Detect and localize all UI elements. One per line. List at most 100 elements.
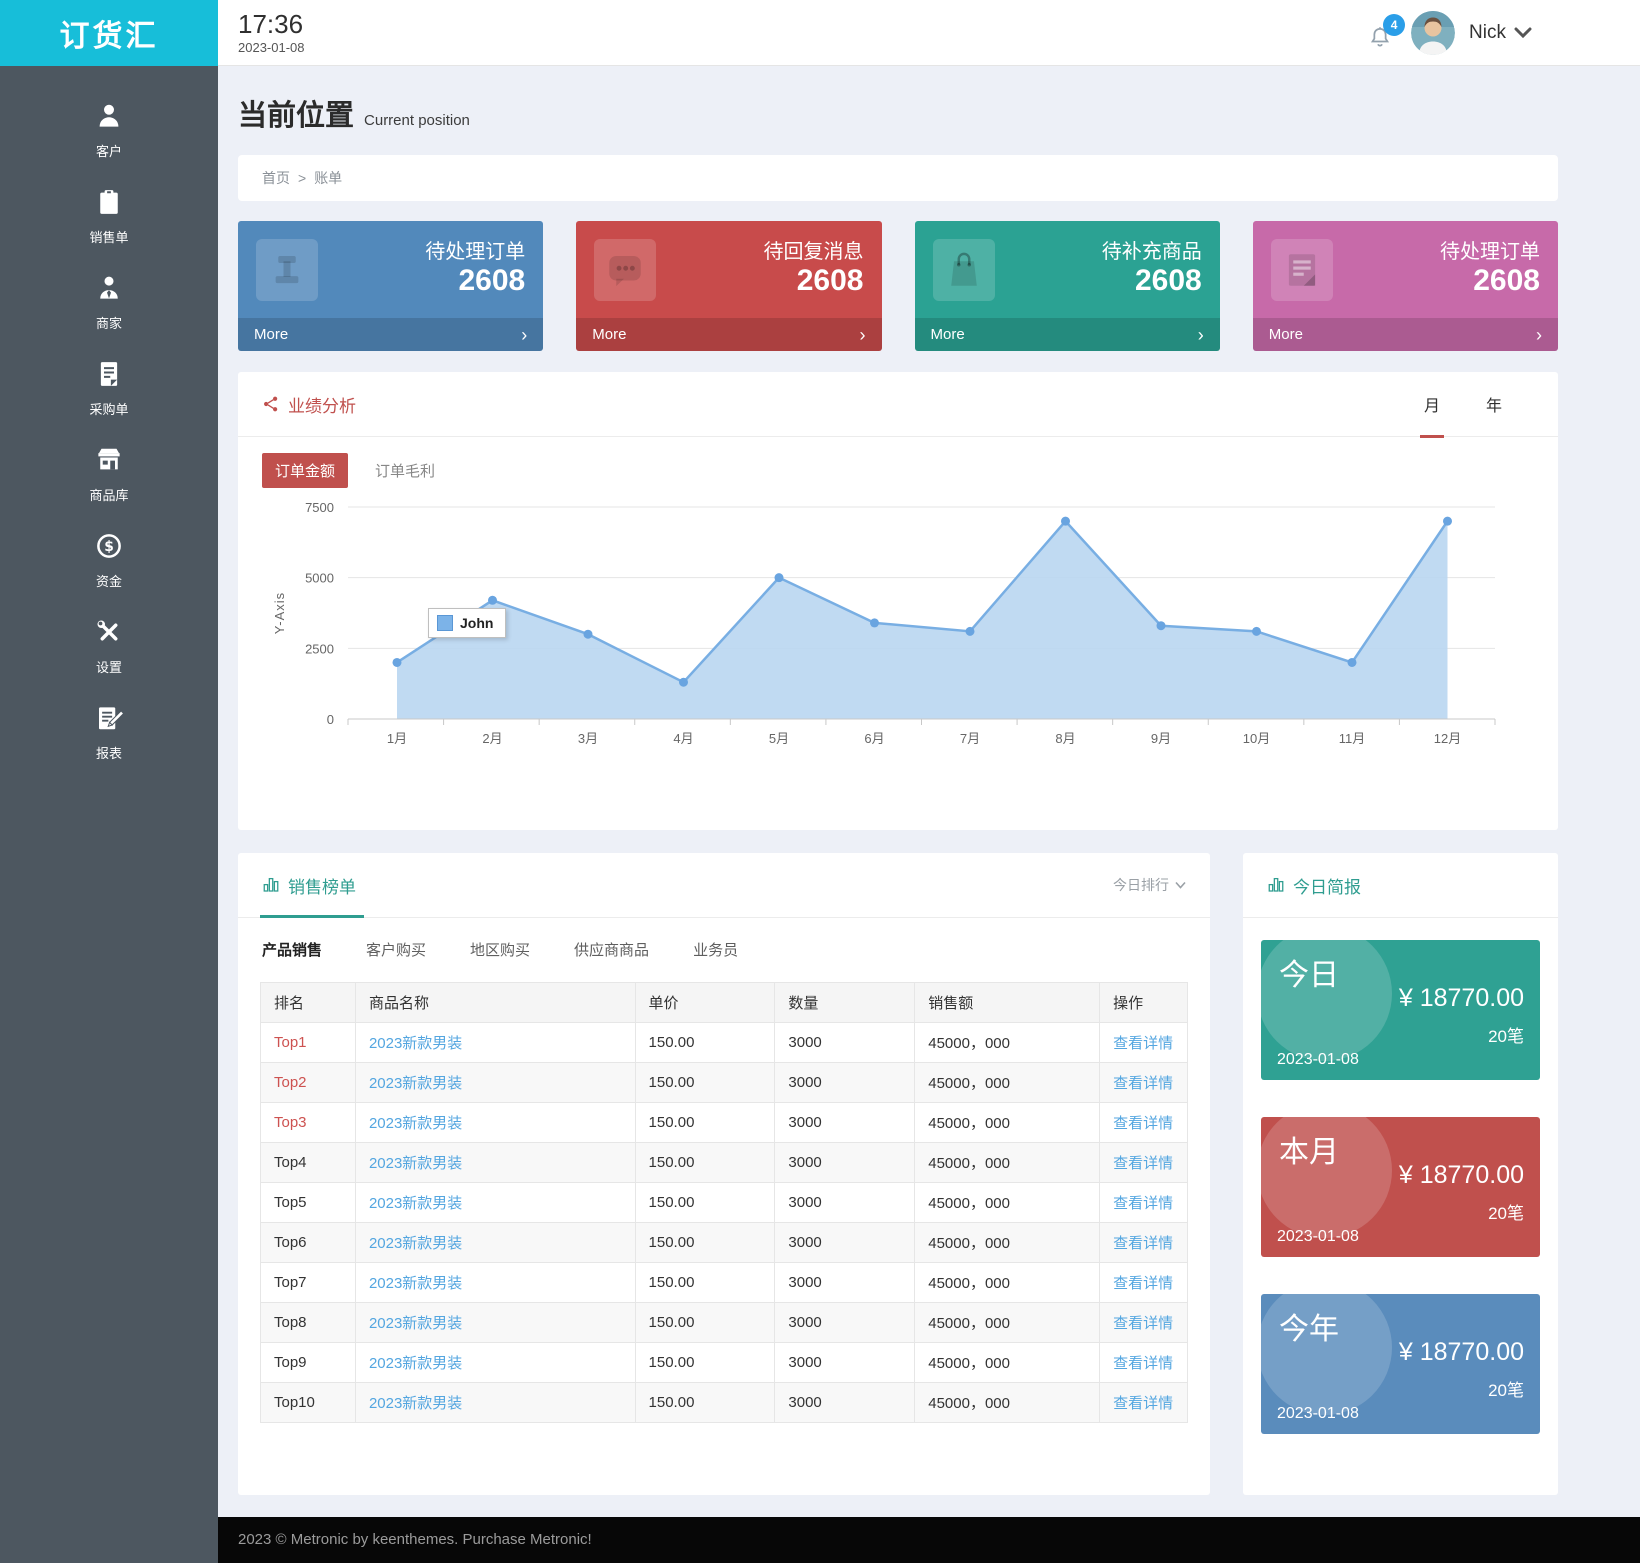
view-detail-link[interactable]: 查看详情 [1113, 1115, 1174, 1132]
svg-text:6月: 6月 [864, 731, 884, 746]
sidebar-item-merchants[interactable]: 商家 [0, 260, 218, 346]
sidebar-item-label: 报表 [95, 746, 122, 761]
bar-chart-icon [263, 877, 279, 892]
sidebar-item-sales-orders[interactable]: 销售单 [0, 174, 218, 260]
sidebar-item-settings[interactable]: 设置 [0, 604, 218, 690]
tab-customer-purchase[interactable]: 客户购买 [366, 942, 427, 959]
product-cell: 2023新款男装 [354, 1142, 636, 1183]
sidebar-item-label: 设置 [95, 660, 122, 675]
user-menu[interactable]: Nick [1469, 22, 1532, 44]
more-label: More [592, 326, 627, 343]
sales-amount-cell: 45000，000 [914, 1102, 1101, 1143]
rank-cell: Top2 [260, 1062, 356, 1103]
sidebar-item-label: 销售单 [89, 230, 129, 245]
tab-product-sales[interactable]: 产品销售 [262, 942, 323, 959]
chevron-down-icon [1514, 27, 1532, 39]
stat-card-more-link[interactable]: More › [914, 318, 1220, 351]
view-detail-link[interactable]: 查看详情 [1113, 1155, 1174, 1172]
sales-amount-cell: 45000，000 [914, 1262, 1101, 1303]
notification-badge: 4 [1383, 14, 1406, 36]
svg-text:5000: 5000 [305, 571, 334, 586]
breadcrumb-home[interactable]: 首页 [262, 170, 290, 186]
svg-text:7月: 7月 [960, 731, 980, 746]
stat-card-more-link[interactable]: More › [1252, 318, 1558, 351]
brief-date: 2023-01-08 [1277, 1051, 1359, 1068]
product-link[interactable]: 2023新款男装 [368, 1195, 463, 1212]
product-link[interactable]: 2023新款男装 [368, 1035, 463, 1052]
product-link[interactable]: 2023新款男装 [368, 1275, 463, 1292]
stat-card-more-link[interactable]: More › [576, 318, 882, 351]
stat-card-more-link[interactable]: More › [238, 318, 544, 351]
tab-salesperson[interactable]: 业务员 [693, 942, 739, 959]
svg-text:1月: 1月 [387, 731, 407, 746]
view-detail-link[interactable]: 查看详情 [1113, 1395, 1174, 1412]
tab-region-purchase[interactable]: 地区购买 [470, 942, 531, 959]
tab-month[interactable]: 月 [1419, 371, 1444, 438]
ranking-filter-dropdown[interactable]: 今日排行 [1113, 875, 1186, 895]
chart-canvas: 0 2500 5000 7500 Y-Axis 1月 2月 3月 4月 5月 6月 7月 8月 9月 10月… [272, 500, 1496, 746]
stat-card-pending-messages: 待回复消息 2608 More › [576, 221, 882, 351]
product-link[interactable]: 2023新款男装 [368, 1355, 463, 1372]
quantity-cell: 3000 [774, 1302, 916, 1343]
action-cell: 查看详情 [1099, 1302, 1188, 1343]
view-detail-link[interactable]: 查看详情 [1113, 1075, 1174, 1092]
table-row: Top9 2023新款男装 150.00 3000 45000，000 查看详情 [260, 1342, 1188, 1383]
product-link[interactable]: 2023新款男装 [368, 1235, 463, 1252]
product-link[interactable]: 2023新款男装 [368, 1315, 463, 1332]
view-detail-link[interactable]: 查看详情 [1113, 1235, 1174, 1252]
svg-text:3月: 3月 [578, 731, 598, 746]
sidebar-nav: 客户 销售单 商家 采购单 商品库 $ 资金 设置 报表 [0, 66, 218, 776]
product-cell: 2023新款男装 [354, 1262, 636, 1303]
notifications-button[interactable]: 4 [1367, 14, 1406, 50]
product-link[interactable]: 2023新款男装 [368, 1395, 463, 1412]
table-row: Top8 2023新款男装 150.00 3000 45000，000 查看详情 [260, 1302, 1188, 1343]
footer: 2023 © Metronic by keenthemes. Purchase … [218, 1517, 1640, 1563]
more-label: More [930, 326, 965, 343]
product-link[interactable]: 2023新款男装 [368, 1115, 463, 1132]
view-detail-link[interactable]: 查看详情 [1113, 1275, 1174, 1292]
sidebar-item-customers[interactable]: 客户 [0, 88, 218, 174]
sales-header: 销售榜单 今日排行 [238, 853, 1210, 918]
table-row: Top2 2023新款男装 150.00 3000 45000，000 查看详情 [260, 1062, 1188, 1103]
svg-text:2月: 2月 [482, 731, 502, 746]
tab-supplier-products[interactable]: 供应商商品 [574, 942, 650, 959]
performance-title-group: 业绩分析 [262, 392, 356, 417]
brief-title: 今日简报 [1293, 877, 1361, 897]
tab-order-amount[interactable]: 订单金额 [262, 453, 349, 488]
product-cell: 2023新款男装 [354, 1222, 636, 1263]
breadcrumb-current: 账单 [314, 170, 343, 186]
col-action: 操作 [1099, 982, 1188, 1023]
svg-text:12月: 12月 [1434, 731, 1461, 746]
rank-cell: Top10 [260, 1382, 356, 1423]
quantity-cell: 3000 [774, 1262, 916, 1303]
chevron-down-icon [1175, 881, 1186, 889]
price-cell: 150.00 [634, 1342, 776, 1383]
sidebar-item-purchase-orders[interactable]: 采购单 [0, 346, 218, 432]
sidebar-item-funds[interactable]: $ 资金 [0, 518, 218, 604]
stat-card-title: 待处理订单 [1440, 240, 1540, 263]
brief-date: 2023-01-08 [1277, 1405, 1359, 1422]
performance-header: 业绩分析 月 年 [238, 371, 1558, 438]
svg-text:5月: 5月 [769, 731, 789, 746]
view-detail-link[interactable]: 查看详情 [1113, 1355, 1174, 1372]
avatar[interactable] [1411, 11, 1456, 55]
view-detail-link[interactable]: 查看详情 [1113, 1315, 1174, 1332]
tab-order-profit[interactable]: 订单毛利 [375, 463, 436, 480]
svg-text:11月: 11月 [1339, 731, 1366, 746]
table-row: Top7 2023新款男装 150.00 3000 45000，000 查看详情 [260, 1262, 1188, 1303]
col-quantity: 数量 [774, 982, 916, 1023]
action-cell: 查看详情 [1099, 1342, 1188, 1383]
product-link[interactable]: 2023新款男装 [368, 1155, 463, 1172]
stat-cards-row: 待处理订单 2608 More › 待回复消息 2608 More › [238, 221, 1558, 351]
tab-year[interactable]: 年 [1485, 397, 1502, 415]
svg-text:9月: 9月 [1151, 731, 1171, 746]
sidebar-item-product-library[interactable]: 商品库 [0, 432, 218, 518]
customer-icon [94, 101, 124, 136]
view-detail-link[interactable]: 查看详情 [1113, 1195, 1174, 1212]
rank-cell: Top3 [260, 1102, 356, 1143]
sidebar-item-reports[interactable]: 报表 [0, 690, 218, 776]
product-link[interactable]: 2023新款男装 [368, 1075, 463, 1092]
view-detail-link[interactable]: 查看详情 [1113, 1035, 1174, 1052]
sidebar: 订货汇 客户 销售单 商家 采购单 商品库 $ 资金 设置 [0, 0, 218, 1563]
product-cell: 2023新款男装 [354, 1302, 636, 1343]
